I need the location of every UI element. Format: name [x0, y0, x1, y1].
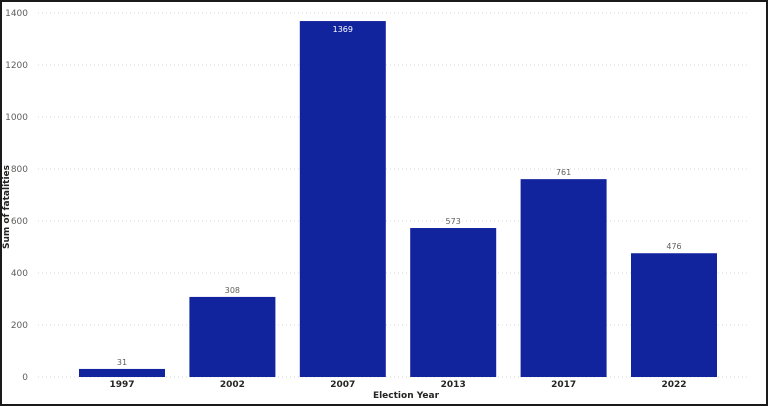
y-axis-title: Sum of fatalities	[2, 165, 12, 249]
data-label: 761	[556, 168, 571, 177]
y-tick-label: 200	[11, 321, 28, 331]
y-tick-label: 1200	[5, 61, 28, 71]
x-tick-label: 2022	[661, 380, 686, 390]
data-label: 476	[666, 242, 681, 251]
x-tick-label: 2002	[220, 380, 245, 390]
data-label: 31	[117, 358, 127, 367]
bar	[189, 296, 276, 377]
y-tick-label: 1000	[5, 113, 28, 123]
y-axis-ticks: 0 200 400 600 800 1000 1200 1400	[5, 9, 28, 383]
gridlines	[38, 12, 750, 378]
x-axis-title: Election Year	[373, 391, 440, 401]
bar	[79, 368, 165, 377]
y-tick-label: 600	[11, 217, 28, 227]
y-tick-label: 0	[22, 373, 28, 383]
y-tick-label: 1400	[5, 9, 28, 19]
x-axis-ticks: 1997 2002 2007 2013 2017 2022	[109, 380, 686, 390]
data-labels: 31 308 1369 573 761 476	[117, 25, 682, 367]
x-tick-label: 2017	[551, 380, 576, 390]
bars	[79, 21, 717, 378]
data-label: 1369	[333, 25, 353, 34]
bar	[299, 21, 386, 378]
x-tick-label: 2013	[441, 380, 466, 390]
y-tick-label: 400	[11, 269, 28, 279]
bar	[631, 253, 717, 377]
bar	[410, 228, 497, 377]
x-tick-label: 1997	[109, 380, 134, 390]
data-label: 308	[225, 286, 240, 295]
x-tick-label: 2007	[330, 380, 355, 390]
bar	[520, 179, 607, 377]
data-label: 573	[446, 217, 461, 226]
y-tick-label: 800	[11, 165, 28, 175]
